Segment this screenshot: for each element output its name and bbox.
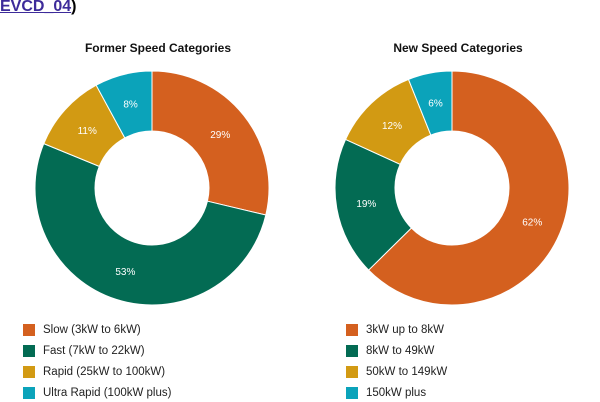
- legend-label: Ultra Rapid (100kW plus): [43, 387, 172, 399]
- legend-label: Slow (3kW to 6kW): [43, 324, 141, 336]
- legend-swatch: [23, 345, 35, 357]
- chart-title-new: New Speed Categories: [393, 41, 523, 55]
- donut-slice[interactable]: [407, 70, 453, 136]
- legend-swatch: [346, 345, 358, 357]
- legend-new: 3kW up to 8kW 8kW to 49kW 50kW to 149kW …: [346, 322, 596, 402]
- legend-label: 150kW plus: [366, 387, 427, 399]
- legend-swatch: [346, 366, 358, 378]
- legend-swatch: [23, 387, 35, 399]
- donut-slice[interactable]: [334, 138, 413, 271]
- legend-swatch: [346, 387, 358, 399]
- donut-slice[interactable]: [367, 70, 570, 306]
- slice-label: 12%: [382, 121, 402, 132]
- slice-label: 62%: [522, 218, 542, 229]
- legend-label: Rapid (25kW to 100kW): [43, 366, 166, 378]
- donut-new: 62% 19% 12% 6%: [334, 70, 570, 306]
- legend-swatch: [346, 324, 358, 336]
- legend-swatch: [23, 324, 35, 336]
- donut-slice[interactable]: [95, 70, 153, 139]
- legend-label: 50kW to 149kW: [366, 366, 448, 378]
- slice-label: 6%: [428, 99, 443, 110]
- heading-suffix: ): [71, 0, 77, 15]
- legend-label: 3kW up to 8kW: [366, 324, 444, 336]
- page-heading: EVCD_04): [0, 0, 76, 16]
- heading-link[interactable]: EVCD_04: [0, 0, 72, 15]
- donut-former: 29% 53% 11% 8%: [34, 70, 270, 306]
- legend-label: 8kW to 49kW: [366, 345, 435, 357]
- slice-label: 29%: [210, 130, 230, 141]
- legend-label: Fast (7kW to 22kW): [43, 345, 145, 357]
- legend-former: Slow (3kW to 6kW) Fast (7kW to 22kW) Rap…: [23, 322, 273, 402]
- slice-label: 19%: [356, 199, 376, 210]
- donut-slice[interactable]: [151, 70, 270, 216]
- legend-swatch: [23, 366, 35, 378]
- chart-title-former: Former Speed Categories: [85, 41, 231, 55]
- slice-label: 53%: [115, 267, 135, 278]
- slice-label: 8%: [123, 100, 138, 111]
- slice-label: 11%: [78, 126, 97, 137]
- donut-slice[interactable]: [34, 142, 267, 306]
